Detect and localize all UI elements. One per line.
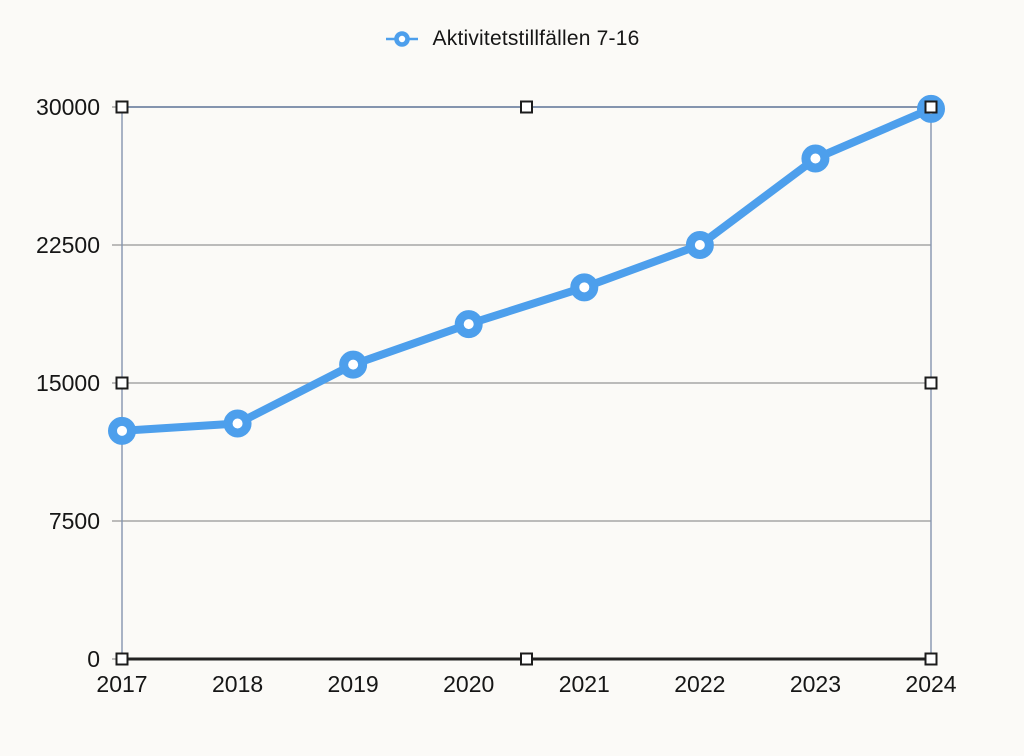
resize-handle-mid-right[interactable]: [924, 376, 938, 390]
x-tick-label: 2022: [674, 671, 725, 697]
data-point-2017[interactable]: [108, 416, 136, 445]
resize-handle-top-right[interactable]: [924, 100, 938, 114]
x-tick-label: 2020: [443, 671, 494, 697]
data-point-2018[interactable]: [223, 409, 252, 438]
y-tick-label: 30000: [36, 94, 100, 120]
y-tick-label: 22500: [36, 232, 100, 258]
resize-handle-top-left[interactable]: [115, 100, 129, 114]
y-tick-label: 0: [87, 646, 100, 672]
resize-handle-bottom-right[interactable]: [924, 652, 938, 666]
legend-line-marker-icon: [385, 31, 418, 47]
x-tick-label: 2018: [212, 671, 263, 697]
x-tick-label: 2023: [790, 671, 841, 697]
y-tick-label: 15000: [36, 370, 100, 396]
x-tick-label: 2021: [559, 671, 610, 697]
y-tick-label: 7500: [49, 508, 100, 534]
resize-handle-bottom-left[interactable]: [115, 652, 129, 666]
resize-handle-mid-left[interactable]: [115, 376, 129, 390]
data-point-2020[interactable]: [454, 310, 483, 339]
data-line: [118, 104, 935, 435]
resize-handle-bottom-center[interactable]: [520, 652, 533, 666]
x-tick-label: 2017: [96, 671, 147, 697]
resize-handle-top-center[interactable]: [520, 100, 533, 114]
data-point-2019[interactable]: [339, 350, 368, 379]
data-point-2023[interactable]: [801, 144, 830, 173]
data-point-2021[interactable]: [570, 273, 599, 302]
legend-series-label: Aktivitetstillfällen 7-16: [432, 27, 640, 50]
x-tick-label: 2019: [328, 671, 379, 697]
x-tick-label: 2024: [905, 671, 956, 697]
chart-legend[interactable]: Aktivitetstillfällen 7-16: [0, 24, 1024, 54]
data-point-2022[interactable]: [685, 231, 714, 259]
